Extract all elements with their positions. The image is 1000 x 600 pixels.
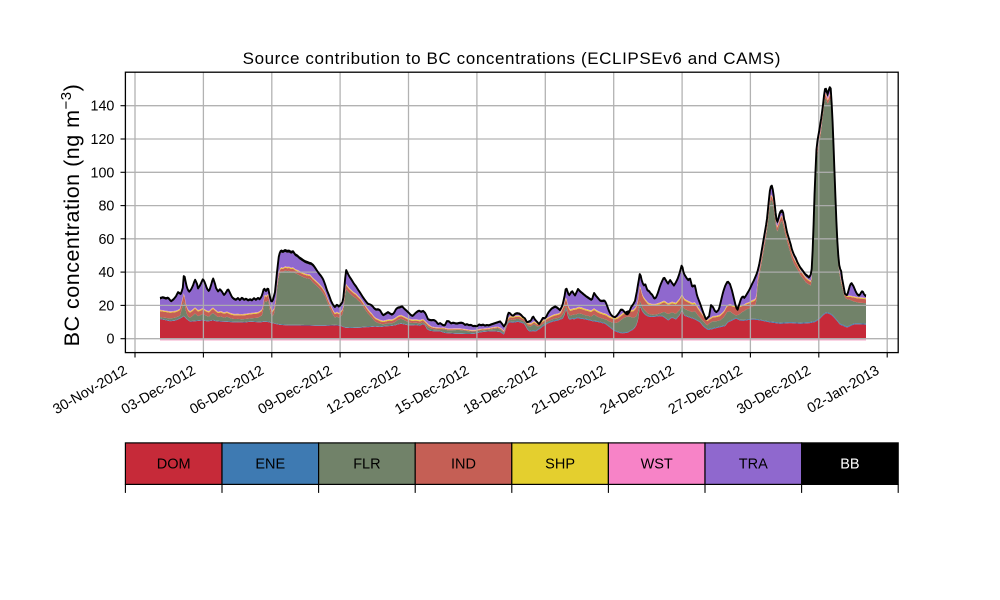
svg-text:SHP: SHP — [545, 456, 575, 472]
svg-text:FLR: FLR — [353, 456, 380, 472]
svg-text:BC concentration (ng m−3): BC concentration (ng m−3) — [58, 84, 84, 347]
svg-text:20: 20 — [98, 298, 114, 314]
svg-text:60: 60 — [98, 232, 114, 248]
svg-text:WST: WST — [641, 456, 673, 472]
svg-text:140: 140 — [91, 99, 115, 115]
svg-text:IND: IND — [451, 456, 476, 472]
svg-text:0: 0 — [106, 332, 114, 348]
svg-text:40: 40 — [98, 265, 114, 281]
svg-text:80: 80 — [98, 199, 114, 215]
svg-text:100: 100 — [91, 165, 115, 181]
svg-text:BB: BB — [840, 456, 859, 472]
svg-text:120: 120 — [91, 132, 115, 148]
svg-text:Source contribution to BC conc: Source contribution to BC concentrations… — [243, 49, 781, 68]
svg-text:DOM: DOM — [157, 456, 191, 472]
svg-text:ENE: ENE — [255, 456, 285, 472]
svg-text:TRA: TRA — [739, 456, 768, 472]
